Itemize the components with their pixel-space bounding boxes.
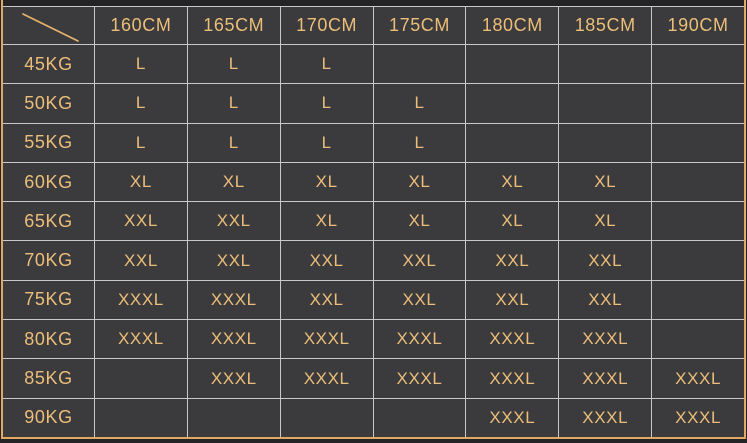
size-cell-65kg-170cm: XL (280, 202, 373, 241)
size-cell-55kg-170cm: L (280, 123, 373, 162)
size-cell-65kg-165cm: XXL (187, 202, 280, 241)
row-header-75kg: 75KG (3, 280, 94, 320)
size-cell-80kg-170cm: XXXL (280, 320, 373, 359)
size-cell-55kg-165cm: L (187, 123, 280, 162)
size-cell-45kg-190cm (652, 45, 744, 84)
size-cell-70kg-185cm: XXL (559, 241, 652, 280)
size-cell-65kg-185cm: XL (559, 202, 652, 241)
size-cell-85kg-185cm: XXXL (559, 359, 652, 398)
column-header-175cm: 175CM (373, 7, 466, 44)
size-cell-50kg-170cm: L (280, 84, 373, 123)
size-cell-55kg-160cm: L (95, 123, 187, 162)
size-cell-90kg-160cm (95, 398, 187, 437)
size-cell-50kg-175cm: L (373, 84, 466, 123)
size-cell-60kg-170cm: XL (280, 162, 373, 202)
size-cell-80kg-165cm: XXXL (187, 320, 280, 359)
row-header-80kg: 80KG (3, 320, 94, 359)
size-cell-60kg-160cm: XL (95, 162, 187, 202)
size-cell-50kg-185cm (559, 84, 652, 123)
size-cell-65kg-190cm (652, 202, 744, 241)
column-header-190cm: 190CM (652, 7, 744, 44)
diagonal-line-icon (22, 13, 79, 42)
size-grid: 160CM 165CM 170CM 175CM 180CM 185CM 190CM 45KG L… (3, 6, 744, 437)
size-cell-45kg-175cm (373, 45, 466, 84)
size-cell-90kg-170cm (280, 398, 373, 437)
size-cell-80kg-160cm: XXXL (95, 320, 187, 359)
size-cell-60kg-190cm (652, 162, 744, 202)
column-header-185cm: 185CM (559, 7, 652, 44)
size-cell-90kg-175cm (373, 398, 466, 437)
row-header-55kg: 55KG (3, 123, 94, 162)
size-cell-55kg-190cm (652, 123, 744, 162)
row-header-50kg: 50KG (3, 84, 94, 123)
size-cell-90kg-185cm: XXXL (559, 398, 652, 437)
size-cell-70kg-170cm: XXL (280, 241, 373, 280)
row-header-70kg: 70KG (3, 241, 94, 280)
size-cell-90kg-165cm (187, 398, 280, 437)
column-header-160cm: 160CM (95, 7, 187, 44)
size-cell-70kg-160cm: XXL (95, 241, 187, 280)
size-cell-75kg-165cm: XXXL (187, 280, 280, 320)
size-cell-90kg-190cm: XXXL (652, 398, 744, 437)
size-cell-70kg-165cm: XXL (187, 241, 280, 280)
size-cell-50kg-165cm: L (187, 84, 280, 123)
size-cell-80kg-185cm: XXXL (559, 320, 652, 359)
size-cell-85kg-170cm: XXXL (280, 359, 373, 398)
size-cell-45kg-165cm: L (187, 45, 280, 84)
size-cell-60kg-180cm: XL (466, 162, 559, 202)
size-cell-80kg-190cm (652, 320, 744, 359)
size-cell-85kg-180cm: XXXL (466, 359, 559, 398)
size-cell-70kg-175cm: XXL (373, 241, 466, 280)
size-cell-65kg-180cm: XL (466, 202, 559, 241)
row-header-45kg: 45KG (3, 45, 94, 84)
corner-cell (3, 7, 94, 44)
size-cell-75kg-160cm: XXXL (95, 280, 187, 320)
size-cell-50kg-180cm (466, 84, 559, 123)
size-cell-75kg-170cm: XXL (280, 280, 373, 320)
size-cell-75kg-180cm: XXL (466, 280, 559, 320)
size-cell-50kg-160cm: L (95, 84, 187, 123)
size-cell-75kg-190cm (652, 280, 744, 320)
size-cell-75kg-175cm: XXL (373, 280, 466, 320)
size-cell-45kg-185cm (559, 45, 652, 84)
size-cell-50kg-190cm (652, 84, 744, 123)
column-header-180cm: 180CM (466, 7, 559, 44)
size-cell-90kg-180cm: XXXL (466, 398, 559, 437)
size-cell-60kg-165cm: XL (187, 162, 280, 202)
size-cell-45kg-170cm: L (280, 45, 373, 84)
size-cell-60kg-185cm: XL (559, 162, 652, 202)
size-cell-45kg-180cm (466, 45, 559, 84)
size-cell-55kg-180cm (466, 123, 559, 162)
column-header-170cm: 170CM (280, 7, 373, 44)
size-cell-55kg-175cm: L (373, 123, 466, 162)
row-header-60kg: 60KG (3, 162, 94, 202)
size-cell-85kg-160cm (95, 359, 187, 398)
size-cell-65kg-160cm: XXL (95, 202, 187, 241)
size-cell-45kg-160cm: L (95, 45, 187, 84)
row-header-65kg: 65KG (3, 202, 94, 241)
size-cell-60kg-175cm: XL (373, 162, 466, 202)
size-cell-80kg-180cm: XXXL (466, 320, 559, 359)
size-cell-85kg-175cm: XXXL (373, 359, 466, 398)
size-cell-55kg-185cm (559, 123, 652, 162)
size-cell-85kg-190cm: XXXL (652, 359, 744, 398)
size-cell-65kg-175cm: XL (373, 202, 466, 241)
size-cell-75kg-185cm: XXL (559, 280, 652, 320)
size-cell-85kg-165cm: XXXL (187, 359, 280, 398)
size-cell-70kg-190cm (652, 241, 744, 280)
row-header-90kg: 90KG (3, 398, 94, 437)
column-header-165cm: 165CM (187, 7, 280, 44)
size-cell-70kg-180cm: XXL (466, 241, 559, 280)
row-header-85kg: 85KG (3, 359, 94, 398)
size-cell-80kg-175cm: XXXL (373, 320, 466, 359)
